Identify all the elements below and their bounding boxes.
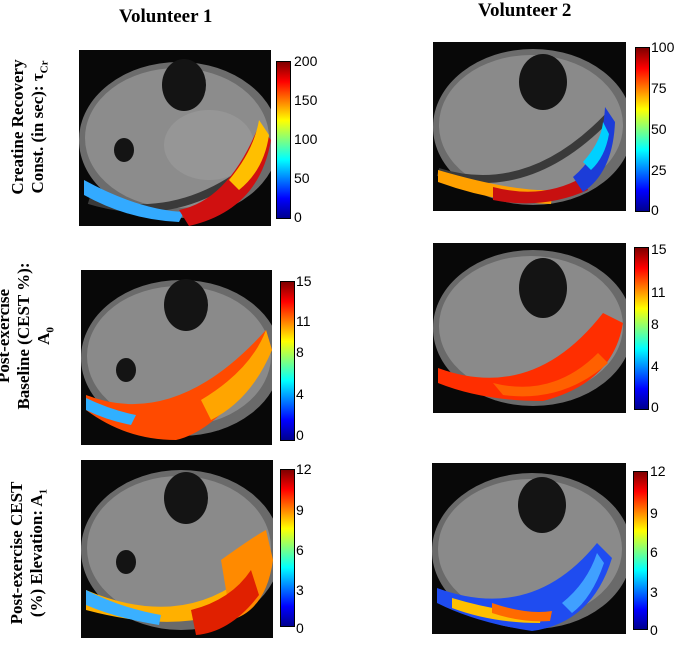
mri-svg xyxy=(81,270,272,445)
colorbar-tick-zero: 0 xyxy=(651,399,659,415)
mri-image-v2-a1 xyxy=(432,463,626,634)
colorbar-tick-zero: 0 xyxy=(296,427,304,443)
colorbar-tick: 12 xyxy=(296,461,312,477)
row-label-elevation: Post-exercise CEST (%) Elevation: A1 xyxy=(7,453,51,653)
cest-overlay xyxy=(84,180,184,222)
colorbar-tick-zero: 0 xyxy=(296,620,304,636)
mri-image-v2-a0 xyxy=(433,243,626,413)
colorbar-tick-zero: 0 xyxy=(651,202,659,218)
mri-image-v1-a0 xyxy=(81,270,272,445)
colorbar-tick: 25 xyxy=(651,162,667,178)
mri-image-v1-tau xyxy=(79,50,271,226)
colorbar-tick: 9 xyxy=(650,505,658,521)
mri-svg xyxy=(432,463,626,634)
mri-svg xyxy=(81,460,273,638)
cest-overlay xyxy=(229,120,269,190)
colorbar-tick: 200 xyxy=(294,53,318,69)
row-label-creatine-recovery: Creatine Recovery Const. (in sec): τCr xyxy=(8,27,52,227)
cest-overlay xyxy=(493,177,588,204)
colorbar-tick: 4 xyxy=(651,358,659,374)
colorbar-tick: 4 xyxy=(296,386,304,402)
mri-svg xyxy=(433,243,626,413)
colorbar-v1-a1 xyxy=(280,469,295,627)
colorbar-tick: 8 xyxy=(651,316,659,332)
cest-overlay xyxy=(493,353,608,397)
colorbar-tick-zero: 0 xyxy=(294,209,302,225)
colorbar-tick: 3 xyxy=(296,582,304,598)
row-label-line: Baseline (CEST %): xyxy=(14,262,33,410)
colorbar-tick: 15 xyxy=(651,241,667,257)
cest-overlay xyxy=(86,398,136,425)
colorbar-tick: 50 xyxy=(294,170,310,186)
colorbar-tick: 11 xyxy=(651,284,666,300)
row-label-line: Post-exercise xyxy=(0,288,13,384)
row-label-line: Post-exercise CEST xyxy=(7,481,26,625)
row-label-baseline: Post-exercise Baseline (CEST %): A0 xyxy=(0,236,58,436)
column-title-volunteer-1: Volunteer 1 xyxy=(119,6,213,27)
row-label-line: Creatine Recovery xyxy=(8,59,27,195)
colorbar-tick: 50 xyxy=(651,121,667,137)
colorbar-tick: 8 xyxy=(296,344,304,360)
cest-overlay xyxy=(492,603,552,622)
row-label-line: (%) Elevation: A1 xyxy=(27,488,50,618)
mri-svg xyxy=(79,50,271,226)
colorbar-tick: 15 xyxy=(296,273,312,289)
row-label-line: A0 xyxy=(34,327,57,345)
mri-image-v1-a1 xyxy=(81,460,273,638)
mri-image-v2-tau xyxy=(433,42,626,211)
colorbar-tick: 6 xyxy=(650,544,658,560)
cest-overlay xyxy=(562,553,604,613)
colorbar-v1-a0 xyxy=(280,281,295,441)
colorbar-tick: 150 xyxy=(294,92,318,108)
cest-overlay xyxy=(86,590,161,625)
colorbar-v2-tau xyxy=(635,47,650,212)
colorbar-tick: 75 xyxy=(651,80,667,96)
colorbar-tick: 100 xyxy=(651,39,675,55)
colorbar-tick: 9 xyxy=(296,502,304,518)
colorbar-tick: 3 xyxy=(650,584,658,600)
cest-overlay xyxy=(86,330,272,440)
colorbar-tick: 6 xyxy=(296,542,304,558)
cest-overlay xyxy=(583,122,609,170)
row-label-line: Const. (in sec): τCr xyxy=(28,60,51,194)
colorbar-tick: 12 xyxy=(650,463,666,479)
colorbar-tick-zero: 0 xyxy=(650,622,658,638)
mri-svg xyxy=(433,42,626,211)
colorbar-v2-a0 xyxy=(634,247,649,410)
colorbar-tick: 11 xyxy=(296,313,311,329)
colorbar-tick: 100 xyxy=(294,131,318,147)
colorbar-v1-tau xyxy=(276,61,291,219)
column-title-volunteer-2: Volunteer 2 xyxy=(478,0,572,21)
colorbar-v2-a1 xyxy=(633,471,648,630)
cest-overlay xyxy=(191,570,259,635)
cest-overlay xyxy=(179,125,271,226)
cest-overlay xyxy=(201,330,272,420)
